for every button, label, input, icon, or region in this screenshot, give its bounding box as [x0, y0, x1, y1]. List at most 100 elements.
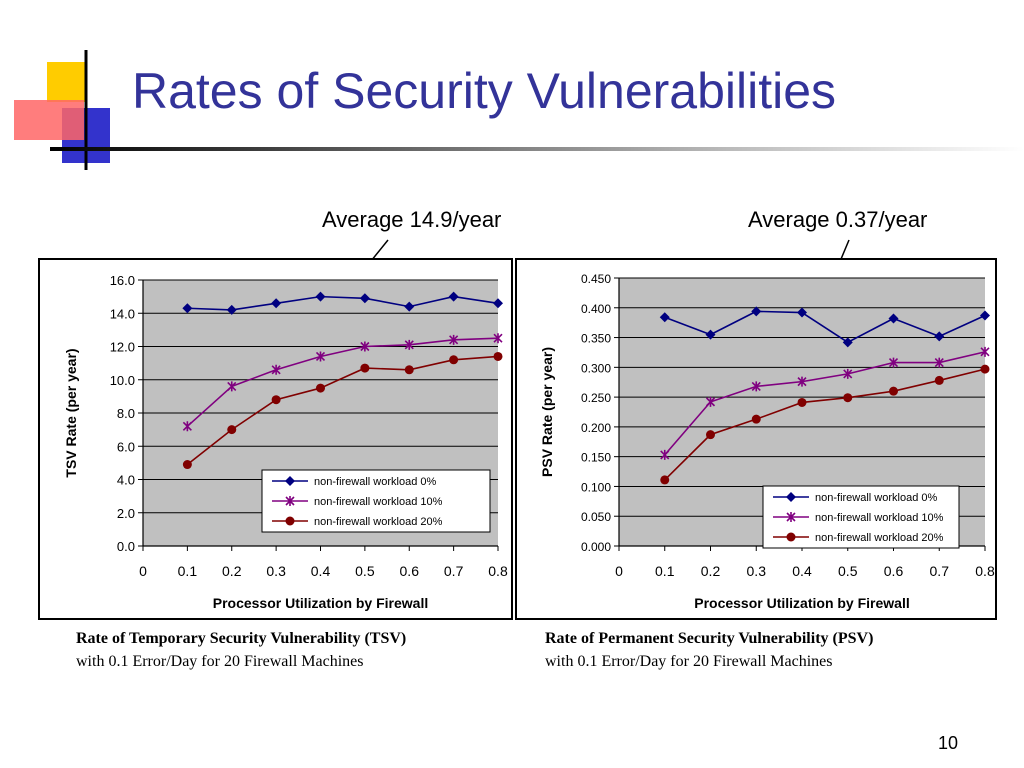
- x-tick-label: 0.6: [884, 563, 904, 579]
- series-1: [182, 333, 503, 432]
- legend-item: non-firewall workload 10%: [773, 512, 944, 524]
- data-point: [980, 346, 990, 357]
- x-tick-label: 0.7: [930, 563, 950, 579]
- data-point: [227, 425, 237, 435]
- data-point: [934, 331, 945, 342]
- x-axis-title: Processor Utilization by Firewall: [213, 595, 429, 611]
- y-tick-label: 10.0: [110, 373, 135, 388]
- data-point: [751, 306, 762, 317]
- legend-item: non-firewall workload 0%: [272, 476, 436, 488]
- y-tick-label: 8.0: [117, 406, 135, 421]
- x-tick-label: 0.4: [792, 563, 812, 579]
- right-average-annotation: Average 0.37/year: [748, 207, 928, 232]
- legend-marker: [786, 532, 796, 542]
- data-point: [404, 301, 415, 312]
- x-axis-title: Processor Utilization by Firewall: [694, 595, 910, 611]
- series-2: [660, 364, 990, 485]
- data-point: [934, 357, 944, 368]
- data-point: [705, 396, 716, 407]
- data-point: [842, 337, 853, 348]
- y-tick-label: 0.0: [117, 539, 135, 554]
- data-point: [404, 365, 414, 375]
- legend-marker: [285, 516, 295, 526]
- x-tick-label: 0: [139, 563, 147, 579]
- data-point: [271, 364, 281, 375]
- series-line: [186, 355, 499, 466]
- data-point: [705, 329, 716, 340]
- y-tick-label: 0.100: [581, 480, 611, 494]
- y-tick-label: 0.050: [581, 510, 611, 524]
- data-point: [751, 381, 761, 392]
- data-point: [360, 341, 370, 352]
- legend-label: non-firewall workload 0%: [815, 492, 937, 504]
- series-0: [659, 306, 990, 348]
- data-point: [449, 334, 459, 345]
- legend-item: non-firewall workload 0%: [773, 492, 937, 504]
- data-point: [660, 449, 670, 460]
- x-tick-label: 0.8: [975, 563, 995, 579]
- data-point: [659, 312, 670, 323]
- y-tick-label: 14.0: [110, 306, 135, 321]
- data-point: [888, 357, 899, 368]
- data-point: [182, 303, 193, 314]
- series-line: [186, 337, 499, 427]
- data-point: [448, 291, 459, 302]
- y-tick-label: 0.400: [581, 302, 611, 316]
- data-point: [271, 298, 282, 309]
- y-tick-label: 12.0: [110, 340, 135, 355]
- data-point: [315, 351, 326, 362]
- page-number: 10: [938, 733, 959, 753]
- data-point: [889, 386, 898, 396]
- data-point: [843, 393, 853, 403]
- legend: non-firewall workload 0% non-firewall wor…: [261, 469, 491, 533]
- x-tick-label: 0: [615, 563, 623, 579]
- x-tick-label: 0.7: [444, 563, 464, 579]
- legend-marker: [285, 476, 295, 486]
- psv-caption-line1: Rate of Permanent Security Vulnerability…: [545, 630, 874, 647]
- psv-chart-panel: 0.000 0.050 0.100 0.150 0.200 0.250 0.300 0.350…: [515, 258, 997, 620]
- left-average-annotation: Average 14.9/year: [322, 207, 502, 232]
- legend-marker: [285, 496, 295, 506]
- psv-line-chart: 0.000 0.050 0.100 0.150 0.200 0.250 0.300 0.350…: [539, 272, 995, 611]
- tsv-caption: Rate of Temporary Security Vulnerability…: [76, 627, 406, 673]
- legend-marker: [786, 492, 796, 502]
- data-point: [359, 293, 370, 304]
- series-2: [182, 351, 503, 470]
- x-tick-label: 0.2: [701, 563, 721, 579]
- data-point: [660, 475, 670, 485]
- series-0: [182, 291, 503, 315]
- data-point: [493, 351, 503, 361]
- data-point: [843, 368, 853, 379]
- x-tick-label: 0.3: [747, 563, 767, 579]
- legend-label: non-firewall workload 0%: [314, 476, 436, 488]
- x-tick-label: 0.8: [488, 563, 508, 579]
- x-tick-label: 0.1: [178, 563, 198, 579]
- data-point: [182, 421, 192, 432]
- y-tick-label: 0.300: [581, 361, 611, 375]
- y-tick-label: 2.0: [117, 506, 135, 521]
- x-tick-label: 0.2: [222, 563, 242, 579]
- logo-yellow-square: [47, 62, 87, 102]
- title-underline: [50, 147, 1024, 151]
- data-point: [227, 381, 237, 392]
- data-point: [360, 363, 370, 373]
- data-point: [797, 397, 807, 407]
- y-tick-label: 0.250: [581, 391, 611, 405]
- tsv-caption-line1: Rate of Temporary Security Vulnerability…: [76, 630, 407, 647]
- x-tick-label: 0.3: [266, 563, 286, 579]
- data-point: [449, 355, 459, 365]
- data-point: [751, 414, 761, 424]
- tsv-line-chart: 0.0 2.0 4.0 6.0 8.0 10.0 12.0 14.0 16.0 0 0.1 0.2 0.…: [63, 273, 508, 611]
- data-point: [797, 376, 807, 387]
- x-tick-label: 0.5: [355, 563, 375, 579]
- legend-label: non-firewall workload 10%: [314, 496, 443, 508]
- data-point: [493, 298, 503, 309]
- y-tick-label: 0.350: [581, 332, 611, 346]
- tsv-chart-panel: 0.0 2.0 4.0 6.0 8.0 10.0 12.0 14.0 16.0 0 0.1 0.2 0.…: [38, 258, 513, 620]
- slide-logo-graphic: [14, 50, 110, 170]
- legend-item: non-firewall workload 20%: [773, 532, 944, 544]
- y-tick-label: 16.0: [110, 273, 135, 288]
- legend-item: non-firewall workload 20%: [272, 516, 443, 528]
- data-point: [797, 307, 807, 318]
- data-point: [226, 304, 237, 315]
